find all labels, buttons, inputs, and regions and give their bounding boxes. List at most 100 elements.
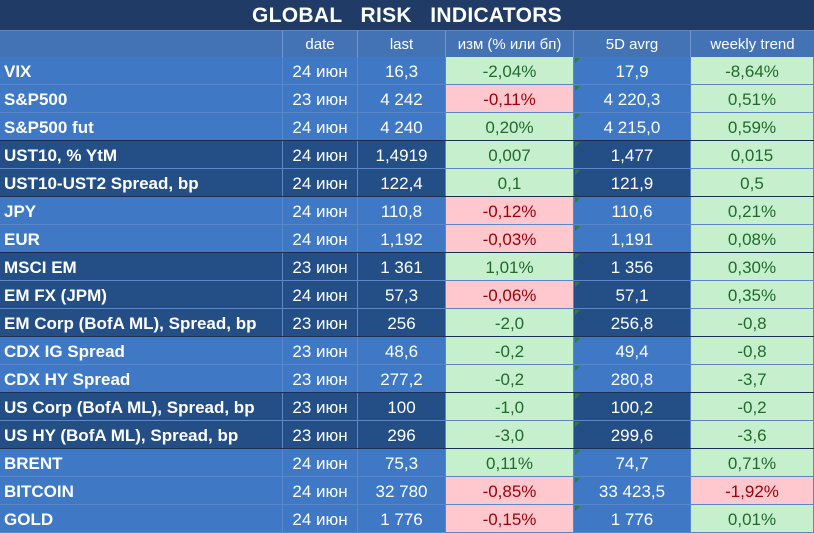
header-5d-average[interactable]: 5D avrg [574,31,691,57]
weekly-trend-cell[interactable]: 0,35% [691,281,814,309]
indicator-name-cell[interactable]: EUR [0,225,283,253]
date-cell[interactable]: 23 июн [283,337,358,365]
indicator-name-cell[interactable]: JPY [0,197,283,225]
weekly-trend-cell[interactable]: -3,6 [691,421,814,449]
last-value-cell[interactable]: 1 776 [358,505,446,533]
indicator-name-cell[interactable]: EM Corp (BofA ML), Spread, bp [0,309,283,337]
five-day-average-cell[interactable]: 100,2 [574,393,691,421]
five-day-average-cell[interactable]: 1 776 [574,505,691,533]
date-cell[interactable]: 23 июн [283,365,358,393]
weekly-trend-cell[interactable]: 0,71% [691,449,814,477]
five-day-average-cell[interactable]: 1,191 [574,225,691,253]
change-cell[interactable]: -0,2 [446,337,574,365]
weekly-trend-cell[interactable]: 0,59% [691,113,814,141]
weekly-trend-cell[interactable]: 0,01% [691,505,814,533]
weekly-trend-cell[interactable]: -0,8 [691,337,814,365]
last-value-cell[interactable]: 4 240 [358,113,446,141]
last-value-cell[interactable]: 48,6 [358,337,446,365]
five-day-average-cell[interactable]: 74,7 [574,449,691,477]
date-cell[interactable]: 24 июн [283,225,358,253]
last-value-cell[interactable]: 1,4919 [358,141,446,169]
weekly-trend-cell[interactable]: -0,8 [691,309,814,337]
weekly-trend-cell[interactable]: -8,64% [691,57,814,85]
indicator-name-cell[interactable]: CDX HY Spread [0,365,283,393]
five-day-average-cell[interactable]: 299,6 [574,421,691,449]
header-last[interactable]: last [358,31,446,57]
change-cell[interactable]: -0,15% [446,505,574,533]
five-day-average-cell[interactable]: 110,6 [574,197,691,225]
change-cell[interactable]: -2,04% [446,57,574,85]
indicator-name-cell[interactable]: BRENT [0,449,283,477]
indicator-name-cell[interactable]: US Corp (BofA ML), Spread, bp [0,393,283,421]
weekly-trend-cell[interactable]: 0,30% [691,253,814,281]
last-value-cell[interactable]: 75,3 [358,449,446,477]
weekly-trend-cell[interactable]: -3,7 [691,365,814,393]
change-cell[interactable]: 0,20% [446,113,574,141]
change-cell[interactable]: -0,03% [446,225,574,253]
five-day-average-cell[interactable]: 4 215,0 [574,113,691,141]
indicator-name-cell[interactable]: EM FX (JPM) [0,281,283,309]
change-cell[interactable]: 1,01% [446,253,574,281]
weekly-trend-cell[interactable]: -0,2 [691,393,814,421]
indicator-name-cell[interactable]: MSCI EM [0,253,283,281]
change-cell[interactable]: -0,12% [446,197,574,225]
date-cell[interactable]: 24 июн [283,477,358,505]
five-day-average-cell[interactable]: 1 356 [574,253,691,281]
date-cell[interactable]: 24 июн [283,505,358,533]
indicator-name-cell[interactable]: S&P500 fut [0,113,283,141]
weekly-trend-cell[interactable]: -1,92% [691,477,814,505]
change-cell[interactable]: -3,0 [446,421,574,449]
last-value-cell[interactable]: 296 [358,421,446,449]
date-cell[interactable]: 24 июн [283,141,358,169]
weekly-trend-cell[interactable]: 0,015 [691,141,814,169]
last-value-cell[interactable]: 256 [358,309,446,337]
date-cell[interactable]: 24 июн [283,281,358,309]
date-cell[interactable]: 23 июн [283,253,358,281]
weekly-trend-cell[interactable]: 0,5 [691,169,814,197]
five-day-average-cell[interactable]: 33 423,5 [574,477,691,505]
five-day-average-cell[interactable]: 57,1 [574,281,691,309]
last-value-cell[interactable]: 122,4 [358,169,446,197]
header-change[interactable]: изм (% или бп) [446,31,574,57]
weekly-trend-cell[interactable]: 0,21% [691,197,814,225]
last-value-cell[interactable]: 32 780 [358,477,446,505]
date-cell[interactable]: 24 июн [283,169,358,197]
header-date[interactable]: date [283,31,358,57]
change-cell[interactable]: 0,007 [446,141,574,169]
indicator-name-cell[interactable]: VIX [0,57,283,85]
weekly-trend-cell[interactable]: 0,51% [691,85,814,113]
date-cell[interactable]: 24 июн [283,449,358,477]
last-value-cell[interactable]: 4 242 [358,85,446,113]
last-value-cell[interactable]: 110,8 [358,197,446,225]
header-name[interactable] [0,31,283,57]
change-cell[interactable]: -0,2 [446,365,574,393]
indicator-name-cell[interactable]: US HY (BofA ML), Spread, bp [0,421,283,449]
date-cell[interactable]: 24 июн [283,113,358,141]
date-cell[interactable]: 23 июн [283,85,358,113]
five-day-average-cell[interactable]: 121,9 [574,169,691,197]
five-day-average-cell[interactable]: 4 220,3 [574,85,691,113]
last-value-cell[interactable]: 1,192 [358,225,446,253]
date-cell[interactable]: 24 июн [283,197,358,225]
date-cell[interactable]: 23 июн [283,393,358,421]
change-cell[interactable]: -2,0 [446,309,574,337]
change-cell[interactable]: -1,0 [446,393,574,421]
date-cell[interactable]: 23 июн [283,421,358,449]
indicator-name-cell[interactable]: BITCOIN [0,477,283,505]
date-cell[interactable]: 24 июн [283,57,358,85]
indicator-name-cell[interactable]: GOLD [0,505,283,533]
five-day-average-cell[interactable]: 256,8 [574,309,691,337]
indicator-name-cell[interactable]: CDX IG Spread [0,337,283,365]
weekly-trend-cell[interactable]: 0,08% [691,225,814,253]
last-value-cell[interactable]: 16,3 [358,57,446,85]
five-day-average-cell[interactable]: 280,8 [574,365,691,393]
five-day-average-cell[interactable]: 17,9 [574,57,691,85]
five-day-average-cell[interactable]: 49,4 [574,337,691,365]
date-cell[interactable]: 23 июн [283,309,358,337]
indicator-name-cell[interactable]: UST10, % YtM [0,141,283,169]
header-weekly-trend[interactable]: weekly trend [710,36,795,53]
change-cell[interactable]: -0,06% [446,281,574,309]
last-value-cell[interactable]: 1 361 [358,253,446,281]
last-value-cell[interactable]: 277,2 [358,365,446,393]
change-cell[interactable]: 0,1 [446,169,574,197]
